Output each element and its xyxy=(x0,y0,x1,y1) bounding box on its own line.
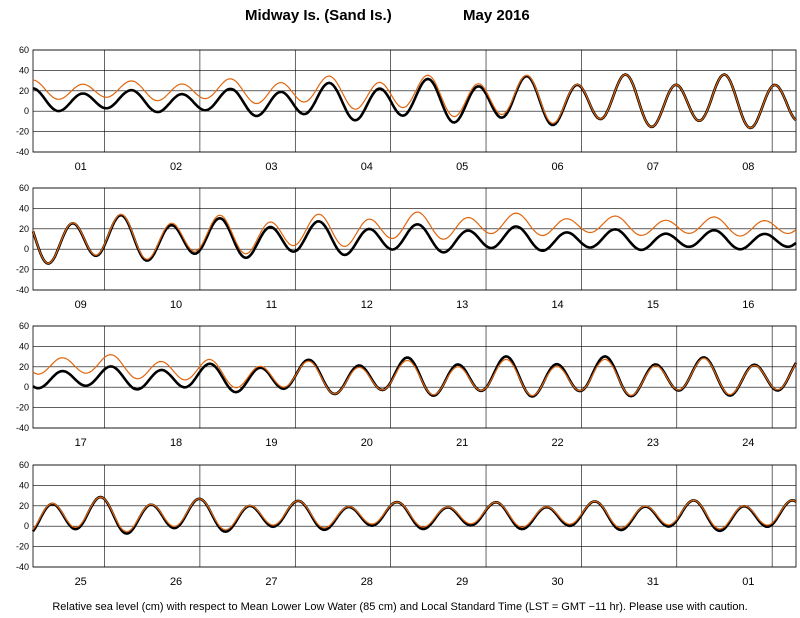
day-label: 11 xyxy=(266,299,277,311)
predicted-series-line xyxy=(32,496,797,533)
day-label: 20 xyxy=(361,437,373,449)
y-tick-label: 60 xyxy=(19,460,29,470)
panel-frame xyxy=(32,187,797,291)
y-tick-label: -40 xyxy=(16,285,29,295)
day-label: 01 xyxy=(742,576,754,588)
day-label: 26 xyxy=(170,576,182,588)
day-label: 12 xyxy=(361,299,373,311)
day-label: 03 xyxy=(265,161,277,173)
y-tick-label: -20 xyxy=(16,265,29,275)
day-label: 31 xyxy=(647,576,659,588)
y-tick-label: -20 xyxy=(16,403,29,413)
day-label: 22 xyxy=(551,437,563,449)
day-label: 24 xyxy=(742,437,754,449)
y-tick-label: 20 xyxy=(19,501,29,511)
day-label: 14 xyxy=(551,299,563,311)
day-label: 13 xyxy=(456,299,468,311)
y-tick-label: -40 xyxy=(16,147,29,157)
y-tick-label: 20 xyxy=(19,86,29,96)
footer-note: Relative sea level (cm) with respect to … xyxy=(52,601,747,613)
day-label: 05 xyxy=(456,161,468,173)
day-label: 04 xyxy=(361,161,373,173)
predicted-series-line xyxy=(32,73,797,129)
predicted-series-line xyxy=(32,353,797,397)
y-tick-label: 40 xyxy=(19,480,29,490)
y-tick-label: 40 xyxy=(19,65,29,75)
panel-4: -40 -20 0 20 40 60 25 26 27 28 29 30 31 01 xyxy=(16,460,797,588)
panel-frame xyxy=(32,325,797,429)
day-label: 07 xyxy=(647,161,659,173)
day-label: 25 xyxy=(75,576,87,588)
observed-series-line xyxy=(32,355,798,398)
day-label: 15 xyxy=(647,299,659,311)
y-tick-label: 0 xyxy=(24,382,29,392)
y-tick-label: 60 xyxy=(19,45,29,55)
station-title: Midway Is. (Sand Is.) xyxy=(245,7,392,24)
observed-series-line xyxy=(32,73,797,130)
day-label: 21 xyxy=(456,437,468,449)
observed-series-line xyxy=(31,495,797,535)
panel-3: -40 -20 0 20 40 60 17 18 19 20 21 22 23 24 xyxy=(16,321,798,449)
y-tick-label: 0 xyxy=(24,106,29,116)
day-label: 10 xyxy=(170,299,182,311)
y-tick-label: 40 xyxy=(19,203,29,213)
day-label: 27 xyxy=(265,576,277,588)
day-label: 02 xyxy=(170,161,182,173)
y-tick-label: 0 xyxy=(24,521,29,531)
observed-series-line xyxy=(31,213,797,265)
day-label: 16 xyxy=(742,299,754,311)
day-label: 19 xyxy=(265,437,277,449)
y-tick-label: 0 xyxy=(24,244,29,254)
y-tick-label: -40 xyxy=(16,423,29,433)
day-label: 23 xyxy=(647,437,659,449)
y-tick-label: 20 xyxy=(19,224,29,234)
day-label: 28 xyxy=(361,576,373,588)
day-label: 29 xyxy=(456,576,468,588)
y-tick-label: 60 xyxy=(19,183,29,193)
y-tick-label: 20 xyxy=(19,362,29,372)
y-tick-label: -20 xyxy=(16,542,29,552)
y-tick-label: 60 xyxy=(19,321,29,331)
day-label: 01 xyxy=(75,161,87,173)
day-label: 17 xyxy=(75,437,87,449)
y-tick-label: -20 xyxy=(16,127,29,137)
panel-1: -40 -20 0 20 40 60 01 02 03 04 05 06 07 08 xyxy=(16,45,797,173)
day-label: 18 xyxy=(170,437,182,449)
y-tick-label: 40 xyxy=(19,341,29,351)
panel-frame xyxy=(32,464,797,568)
period-title: May 2016 xyxy=(463,7,530,24)
day-label: 06 xyxy=(551,161,563,173)
day-label: 30 xyxy=(551,576,563,588)
day-label: 09 xyxy=(75,299,87,311)
day-label: 08 xyxy=(742,161,754,173)
panels-group: -40 -20 0 20 40 60 01 02 03 04 05 06 07 08 -40 -20 0 20 40… xyxy=(16,45,798,588)
panel-2: -40 -20 0 20 40 60 09 10 11 12 13 14 15 16 xyxy=(16,183,797,311)
panel-frame xyxy=(32,49,797,153)
predicted-series-line xyxy=(32,211,797,265)
y-tick-label: -40 xyxy=(16,562,29,572)
